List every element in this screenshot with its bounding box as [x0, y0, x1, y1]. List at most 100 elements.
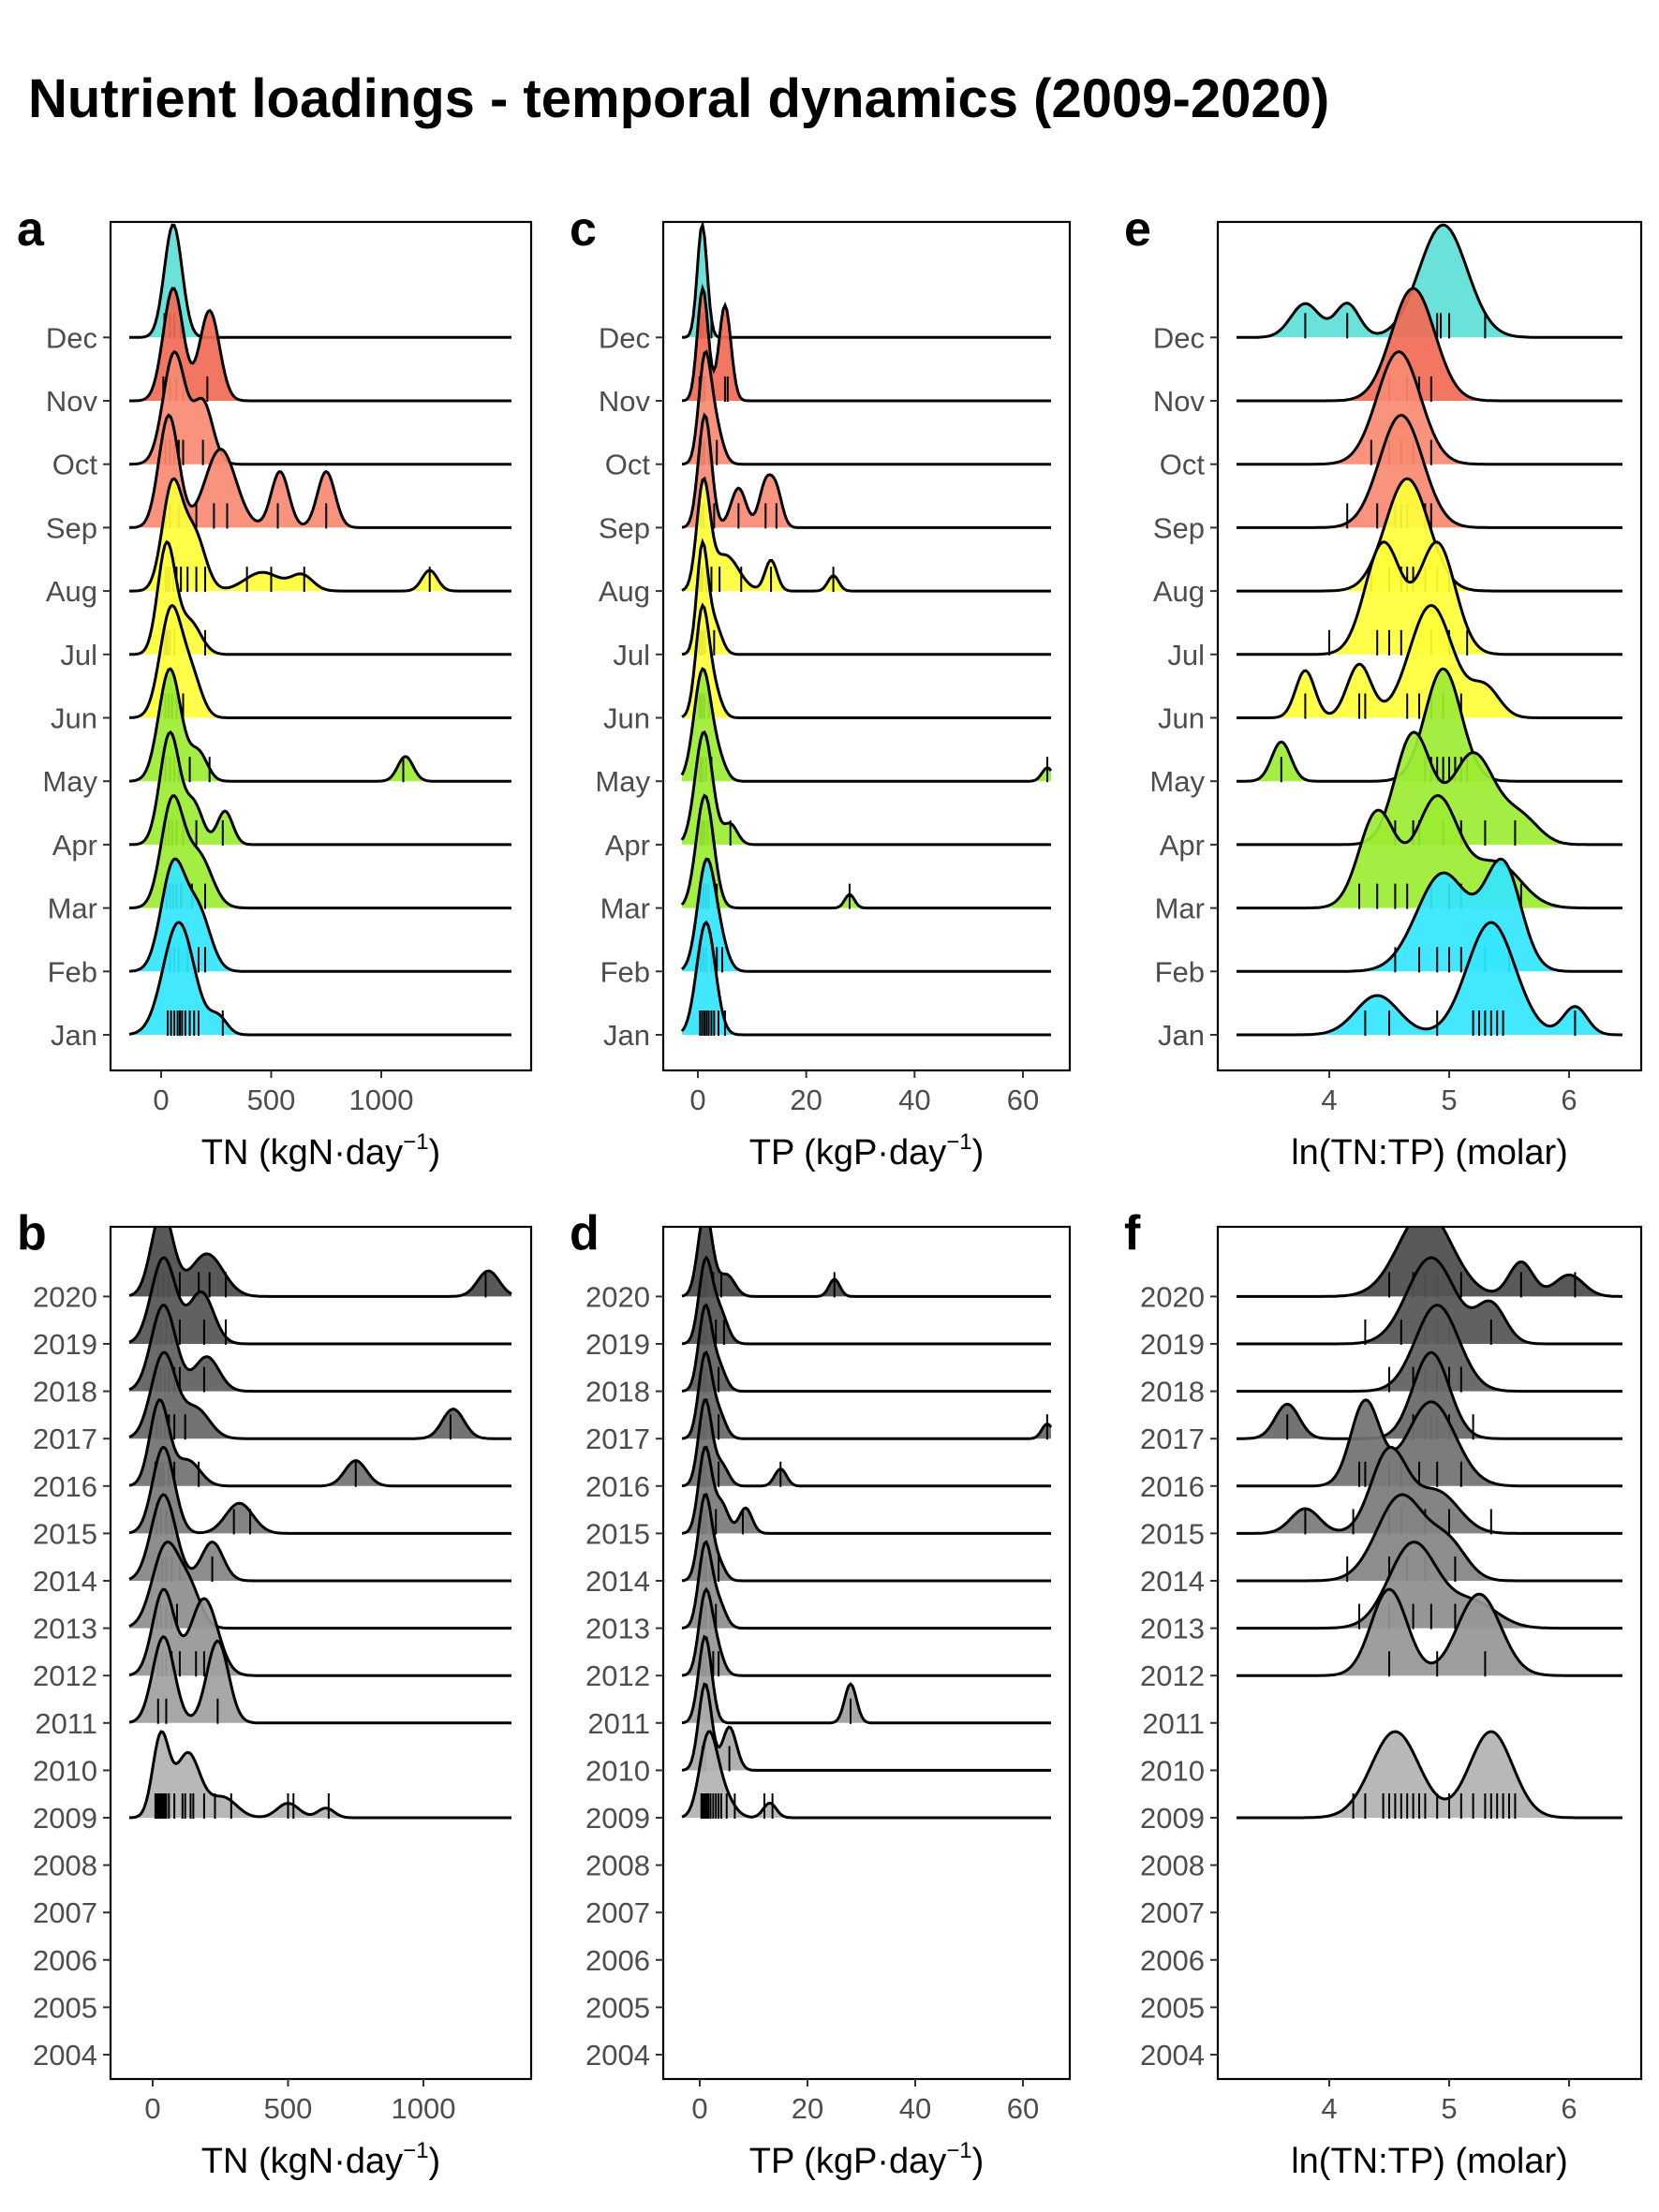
ridge-line [129, 223, 511, 339]
ridge-line [681, 1445, 1051, 1535]
y-tick-label: 2006 [1140, 1944, 1205, 1977]
panel-e: e Jan Feb Mar Apr May Jun Jul Aug Sep Oct Nov Dec 4 5 6… [1124, 202, 1643, 1172]
ridge-2016 [681, 1398, 1051, 1488]
ridge-line [1237, 413, 1622, 529]
y-tick-label: Sep [1153, 511, 1205, 544]
ridge-fill [1360, 1258, 1531, 1344]
ridge-fill [686, 1305, 736, 1392]
ridge-Nov [681, 283, 1051, 403]
ridge-Oct [681, 349, 1051, 466]
ridge-2016 [1237, 1398, 1622, 1488]
panel-letter: b [17, 1206, 47, 1261]
ridge-line [680, 730, 1051, 847]
y-tick-label: 2013 [585, 1613, 650, 1645]
ridge-line [1237, 1587, 1622, 1677]
y-tick-label: 2008 [33, 1850, 97, 1882]
y-tick-label: 2020 [33, 1280, 97, 1313]
ridge-2018 [681, 1303, 1051, 1394]
ridge-line [1237, 1541, 1622, 1630]
ridge-fill [1257, 669, 1497, 782]
y-tick-label: 2018 [1140, 1376, 1205, 1408]
ridge-fill [684, 605, 731, 718]
ridge-fill [131, 1636, 249, 1723]
ridge-line [128, 1445, 511, 1535]
ridge-line [128, 1635, 511, 1725]
y-tick-label: 2020 [585, 1280, 650, 1313]
ridge-line [681, 283, 1051, 403]
y-tick-label: Aug [599, 575, 650, 608]
x-tick-label: 40 [899, 2092, 931, 2125]
x-tick-label: 20 [790, 1084, 822, 1116]
x-tick-label: 4 [1321, 1084, 1337, 1116]
ridge-2009 [128, 1730, 511, 1820]
ridge-2015 [681, 1445, 1051, 1535]
ridge-line [1237, 667, 1622, 783]
y-tick-label: 2014 [585, 1565, 650, 1598]
y-tick-label: 2005 [1140, 1991, 1205, 2024]
ridge-fill [1345, 1228, 1604, 1297]
ridge-fill [1323, 1732, 1555, 1818]
y-tick-label: 2013 [1140, 1613, 1205, 1645]
x-tick-label: 5 [1441, 2092, 1457, 2125]
ridge-line [128, 349, 511, 466]
ridge-Jul [681, 538, 1051, 656]
ridge-Dec [681, 223, 1051, 339]
x-tick-label: 60 [1007, 2092, 1039, 2125]
ridge-line [1237, 1493, 1622, 1583]
y-tick-label: May [42, 765, 97, 798]
ridge-fill [686, 1352, 1051, 1439]
panel-frame [661, 220, 1072, 1072]
ridge-line [128, 1350, 511, 1440]
ridge-line [680, 793, 1051, 910]
y-tick-label: Jan [603, 1019, 650, 1052]
ridge-line [1237, 540, 1622, 656]
ridge-Dec [1237, 223, 1622, 339]
ridge-fill [1373, 1305, 1503, 1392]
x-axis-title: TN (kgN·day−1) [201, 2138, 440, 2181]
x-tick-label: 5 [1441, 1084, 1457, 1116]
ridge-Jul [1237, 540, 1622, 656]
y-tick-label: Jan [1158, 1019, 1205, 1052]
y-tick-label: May [1149, 765, 1205, 798]
ridge-fill [684, 479, 845, 592]
x-tick-label: 1000 [349, 1084, 414, 1116]
ridge-fill [682, 922, 733, 1035]
ridge-2009 [1237, 1730, 1622, 1820]
ridge-line [128, 1256, 511, 1346]
ridge-line [681, 349, 1051, 466]
y-tick-label: Feb [48, 955, 97, 988]
x-axis-title: TN (kgN·day−1) [201, 1129, 440, 1172]
y-tick-label: Nov [1153, 385, 1206, 418]
x-tick-label: 40 [898, 1084, 930, 1116]
ridge-2010 [681, 1682, 1051, 1772]
y-tick-label: 2017 [1140, 1423, 1205, 1455]
ridge-line [681, 1634, 1051, 1725]
x-tick-label: 6 [1561, 2092, 1577, 2125]
x-tick-label: 0 [689, 1084, 705, 1116]
y-tick-label: 2016 [1140, 1470, 1205, 1503]
panel-frame [1216, 220, 1643, 1072]
ridge-fill [1323, 1399, 1503, 1486]
ridge-Apr [1237, 730, 1622, 847]
x-axis-title: TP (kgP·day−1) [749, 2138, 985, 2181]
ridge-fill [686, 1399, 794, 1486]
ridge-Jan [680, 920, 1051, 1037]
ridge-fill [139, 605, 217, 718]
y-tick-label: 2008 [1140, 1850, 1205, 1882]
y-tick-label: Sep [599, 511, 650, 544]
ridge-line [1237, 1256, 1622, 1346]
y-tick-label: Oct [605, 449, 651, 481]
ridge-line [1237, 287, 1622, 403]
ridge-Jan [1237, 921, 1622, 1037]
ridge-Jun [681, 602, 1051, 719]
ridge-fill [141, 795, 234, 908]
x-axis-title: ln(TN:TP) (molar) [1291, 2142, 1568, 2181]
y-tick-label: 2009 [1140, 1802, 1205, 1835]
ridge-2011 [128, 1635, 511, 1725]
x-tick-label: 500 [264, 2092, 313, 2125]
ridge-line [681, 1228, 1051, 1298]
y-tick-label: 2006 [585, 1944, 650, 1977]
y-tick-label: Jul [1167, 639, 1205, 671]
ridge-line [681, 1349, 1053, 1440]
